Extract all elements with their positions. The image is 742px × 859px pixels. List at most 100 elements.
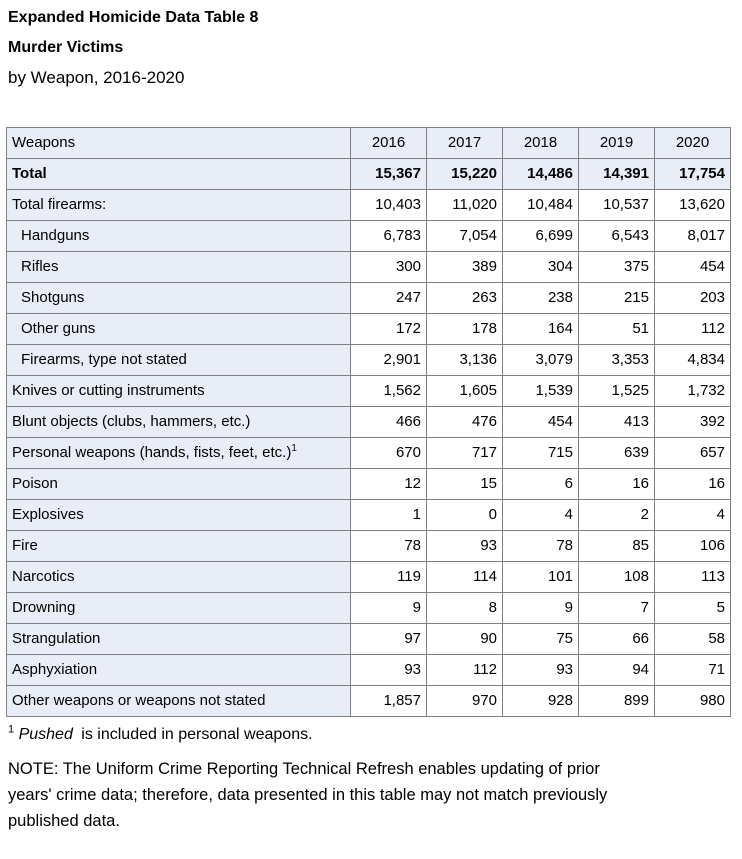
value-cell: 10,537 [578,189,655,221]
value-cell: 112 [426,654,503,686]
note-line: published data. [8,812,120,830]
row-label-cell: Asphyxiation [6,654,351,686]
table-row: Other weapons or weapons not stated 1,857… [6,685,731,717]
value-cell: 8 [426,592,503,624]
value-cell: 75 [502,623,579,655]
value-cell: 13,620 [654,189,731,221]
value-cell: 247 [350,282,427,314]
value-cell: 97 [350,623,427,655]
value-cell: 16 [578,468,655,500]
table-row: Other guns 172 178 164 51 112 [6,313,731,345]
value-cell: 14,486 [502,158,579,190]
table-row: Fire 78 93 78 85 106 [6,530,731,562]
value-cell: 0 [426,499,503,531]
value-cell: 108 [578,561,655,593]
table-row: Knives or cutting instruments 1,562 1,605 1… [6,375,731,407]
value-cell: 7 [578,592,655,624]
value-cell: 58 [654,623,731,655]
value-cell: 113 [654,561,731,593]
murder-victims-by-weapon-table: Weapons 2016 2017 2018 2019 2020 Total 15,367… [6,127,731,717]
value-cell: 3,079 [502,344,579,376]
note-line: years' crime data; therefore, data prese… [8,786,608,804]
row-label-cell: Fire [6,530,351,562]
total-row: Total 15,367 15,220 14,486 14,391 17,754 [6,158,731,190]
row-label-cell: Personal weapons (hands, fists, feet, et… [6,437,351,469]
page-caption: by Weapon, 2016-2020 [8,68,185,87]
value-cell: 466 [350,406,427,438]
page-subtitle: Murder Victims [8,39,124,56]
table-row: Shotguns 247 263 238 215 203 [6,282,731,314]
table-row: Poison 12 15 6 16 16 [6,468,731,500]
row-label-cell: Poison [6,468,351,500]
value-cell: 93 [502,654,579,686]
value-cell: 10,484 [502,189,579,221]
value-cell: 114 [426,561,503,593]
row-label-cell: Total firearms: [6,189,351,221]
value-cell: 164 [502,313,579,345]
value-cell: 899 [578,685,655,717]
row-label-cell: Handguns [6,220,351,252]
table-row: Personal weapons (hands, fists, feet, et… [6,437,731,469]
value-cell: 970 [426,685,503,717]
value-cell: 1,525 [578,375,655,407]
value-cell: 928 [502,685,579,717]
value-cell: 178 [426,313,503,345]
value-cell: 2 [578,499,655,531]
value-cell: 15 [426,468,503,500]
value-cell: 112 [654,313,731,345]
value-cell: 203 [654,282,731,314]
value-cell: 16 [654,468,731,500]
note-text: NOTE: The Uniform Crime Reporting Techni… [8,756,736,834]
row-label-cell: Drowning [6,592,351,624]
value-cell: 639 [578,437,655,469]
value-cell: 263 [426,282,503,314]
value-cell: 300 [350,251,427,283]
value-cell: 1,857 [350,685,427,717]
value-cell: 1,562 [350,375,427,407]
table-row: Handguns 6,783 7,054 6,699 6,543 8,017 [6,220,731,252]
value-cell: 51 [578,313,655,345]
value-cell: 4,834 [654,344,731,376]
value-cell: 717 [426,437,503,469]
value-cell: 392 [654,406,731,438]
value-cell: 90 [426,623,503,655]
value-cell: 9 [502,592,579,624]
value-cell: 85 [578,530,655,562]
value-cell: 15,220 [426,158,503,190]
value-cell: 101 [502,561,579,593]
value-cell: 670 [350,437,427,469]
footnote-marker: 1 [291,443,297,454]
value-cell: 1,605 [426,375,503,407]
value-cell: 3,136 [426,344,503,376]
value-cell: 8,017 [654,220,731,252]
value-cell: 389 [426,251,503,283]
row-label-cell: Total [6,158,351,190]
table-row: Rifles 300 389 304 375 454 [6,251,731,283]
row-label-cell: Narcotics [6,561,351,593]
table-row: Blunt objects (clubs, hammers, etc.) 466 4… [6,406,731,438]
value-cell: 71 [654,654,731,686]
value-cell: 119 [350,561,427,593]
value-cell: 6,543 [578,220,655,252]
row-label-cell: Strangulation [6,623,351,655]
value-cell: 454 [502,406,579,438]
value-cell: 106 [654,530,731,562]
value-cell: 93 [350,654,427,686]
value-cell: 6,699 [502,220,579,252]
value-cell: 657 [654,437,731,469]
value-cell: 304 [502,251,579,283]
value-cell: 14,391 [578,158,655,190]
value-cell: 6 [502,468,579,500]
value-cell: 78 [350,530,427,562]
column-header-year: 2020 [654,127,731,159]
value-cell: 78 [502,530,579,562]
row-label-cell: Blunt objects (clubs, hammers, etc.) [6,406,351,438]
value-cell: 375 [578,251,655,283]
table-row: Narcotics 119 114 101 108 113 [6,561,731,593]
row-label-cell: Explosives [6,499,351,531]
value-cell: 6,783 [350,220,427,252]
footnote-1: 1 Pushed is included in personal weapons… [8,724,736,746]
row-label-cell: Shotguns [6,282,351,314]
page-title: Expanded Homicide Data Table 8 [8,9,259,26]
